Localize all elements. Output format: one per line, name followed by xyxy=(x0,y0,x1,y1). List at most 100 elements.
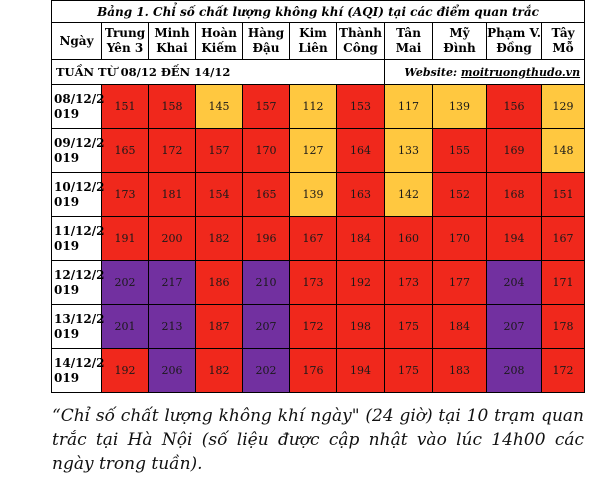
aqi-value-cell: 129 xyxy=(540,84,586,129)
date-line: 09/12/2 xyxy=(54,135,105,150)
station-name-line: Tây xyxy=(551,26,575,40)
station-header: Phạm V. Đồng xyxy=(486,22,542,60)
table-title: Bảng 1. Chỉ số chất lượng không khí (AQI… xyxy=(50,0,586,23)
aqi-value-cell: 173 xyxy=(289,260,337,305)
table-caption: “Chỉ số chất lượng không khí ngày" (24 g… xyxy=(52,406,584,474)
aqi-value-cell: 207 xyxy=(486,304,542,349)
website-label: Website: xyxy=(404,65,458,79)
aqi-value-cell: 167 xyxy=(289,216,337,261)
station-name-line: Yên 3 xyxy=(106,41,144,55)
aqi-value-cell: 206 xyxy=(148,348,196,393)
aqi-value-cell: 160 xyxy=(384,216,433,261)
date-cell: 10/12/2 019 xyxy=(51,172,105,217)
aqi-value-cell: 175 xyxy=(384,304,433,349)
aqi-value-cell: 117 xyxy=(384,84,433,129)
table-row: 13/12/2 019 201 213 187 207 172 198 175 184 207 178 xyxy=(51,304,586,349)
aqi-value-cell: 163 xyxy=(336,172,385,217)
date-line: 019 xyxy=(54,238,80,253)
date-line: 11/12/2 xyxy=(54,223,105,238)
aqi-value-cell: 168 xyxy=(486,172,542,217)
aqi-value-cell: 151 xyxy=(101,84,149,129)
station-header: Mỹ Đình xyxy=(432,22,487,60)
aqi-value-cell: 172 xyxy=(148,128,196,173)
station-name-line: Đậu xyxy=(252,41,280,55)
station-name-line: Phạm V. xyxy=(487,26,541,40)
station-header: Thành Công xyxy=(336,22,385,60)
table-row: 08/12/2 019 151 158 145 157 112 153 117 139 156 129 xyxy=(51,84,586,129)
aqi-value-cell: 169 xyxy=(486,128,542,173)
aqi-value-cell: 158 xyxy=(148,84,196,129)
week-row: TUẦN TỪ 08/12 ĐẾN 14/12 Website: moitruo… xyxy=(51,59,586,85)
station-header: Trung Yên 3 xyxy=(101,22,149,60)
aqi-value-cell: 154 xyxy=(195,172,243,217)
aqi-value-cell: 202 xyxy=(242,348,290,393)
table-body: 08/12/2 019 151 158 145 157 112 153 117 139 156 129… xyxy=(51,84,586,393)
station-name-line: Công xyxy=(343,41,378,55)
station-name-line: Tân xyxy=(396,26,421,40)
date-line: 14/12/2 xyxy=(54,355,105,370)
station-name-line: Kim xyxy=(299,26,327,40)
aqi-value-cell: 184 xyxy=(432,304,487,349)
station-header: Minh Khai xyxy=(148,22,196,60)
aqi-value-cell: 194 xyxy=(486,216,542,261)
aqi-value-cell: 177 xyxy=(432,260,487,305)
station-name-line: Thành xyxy=(339,26,382,40)
date-line: 10/12/2 xyxy=(54,179,105,194)
date-line: 019 xyxy=(54,150,80,165)
aqi-value-cell: 170 xyxy=(242,128,290,173)
date-line: 12/12/2 xyxy=(54,267,105,282)
aqi-value-cell: 153 xyxy=(336,84,385,129)
aqi-value-cell: 182 xyxy=(195,216,243,261)
aqi-value-cell: 186 xyxy=(195,260,243,305)
aqi-value-cell: 192 xyxy=(336,260,385,305)
date-column-header: Ngày xyxy=(51,22,102,60)
station-name-line: Kiếm xyxy=(201,41,237,55)
date-line: 019 xyxy=(54,282,80,297)
station-header: Hoàn Kiếm xyxy=(195,22,243,60)
aqi-value-cell: 151 xyxy=(540,172,586,217)
aqi-value-cell: 165 xyxy=(101,128,149,173)
aqi-value-cell: 139 xyxy=(289,172,337,217)
aqi-value-cell: 183 xyxy=(432,348,487,393)
date-cell: 09/12/2 019 xyxy=(51,128,105,173)
table-row: 09/12/2 019 165 172 157 170 127 164 133 155 169 148 xyxy=(51,128,586,173)
aqi-value-cell: 157 xyxy=(195,128,243,173)
aqi-table: Bảng 1. Chỉ số chất lượng không khí (AQI… xyxy=(50,0,586,393)
aqi-value-cell: 139 xyxy=(432,84,487,129)
aqi-value-cell: 192 xyxy=(101,348,149,393)
station-name-line: Hàng xyxy=(247,26,285,40)
aqi-value-cell: 204 xyxy=(486,260,542,305)
station-name-line: Trung xyxy=(104,26,146,40)
date-line: 019 xyxy=(54,370,80,385)
aqi-value-cell: 145 xyxy=(195,84,243,129)
aqi-value-cell: 191 xyxy=(101,216,149,261)
station-name-line: Mai xyxy=(395,41,422,55)
website-cell: Website: moitruongthudo.vn xyxy=(383,59,586,85)
aqi-value-cell: 142 xyxy=(384,172,433,217)
aqi-value-cell: 201 xyxy=(101,304,149,349)
aqi-value-cell: 198 xyxy=(336,304,385,349)
week-label: TUẦN TỪ 08/12 ĐẾN 14/12 xyxy=(51,59,385,85)
aqi-value-cell: 175 xyxy=(384,348,433,393)
header-row: Ngày Trung Yên 3 Minh Khai Hoàn Kiếm Hàng Đậu Ki… xyxy=(51,22,586,60)
station-name-line: Mỗ xyxy=(552,41,574,55)
date-line: 019 xyxy=(54,106,80,121)
date-cell: 12/12/2 019 xyxy=(51,260,105,305)
aqi-value-cell: 172 xyxy=(289,304,337,349)
aqi-value-cell: 171 xyxy=(540,260,586,305)
aqi-value-cell: 187 xyxy=(195,304,243,349)
aqi-value-cell: 167 xyxy=(540,216,586,261)
date-cell: 11/12/2 019 xyxy=(51,216,105,261)
station-header: Tây Mỗ xyxy=(540,22,586,60)
aqi-value-cell: 217 xyxy=(148,260,196,305)
aqi-value-cell: 207 xyxy=(242,304,290,349)
aqi-value-cell: 184 xyxy=(336,216,385,261)
website-link[interactable]: moitruongthudo.vn xyxy=(460,65,581,79)
aqi-value-cell: 148 xyxy=(540,128,586,173)
aqi-value-cell: 156 xyxy=(486,84,542,129)
station-header: Kim Liên xyxy=(289,22,337,60)
aqi-value-cell: 200 xyxy=(148,216,196,261)
aqi-value-cell: 170 xyxy=(432,216,487,261)
station-name-line: Minh xyxy=(154,26,190,40)
date-line: 08/12/2 xyxy=(54,91,105,106)
